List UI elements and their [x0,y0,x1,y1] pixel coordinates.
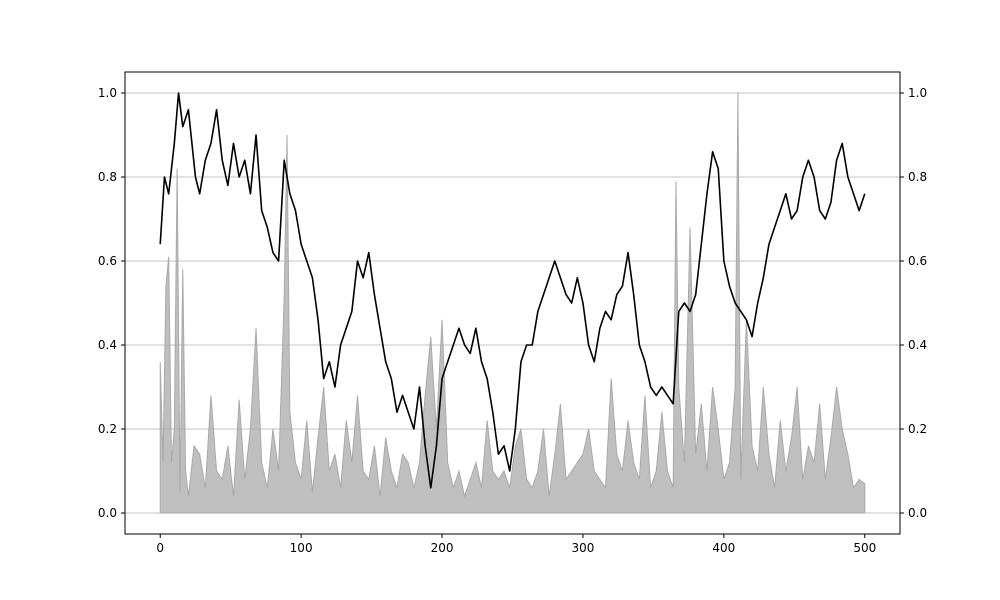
x-tick-label-5: 500 [853,541,876,555]
y-left-tick-label-3: 0.6 [98,254,117,268]
y-right-tick-label-3: 0.6 [908,254,927,268]
line-series-0 [159,92,866,489]
plot-frame [124,71,901,535]
x-axis-ticks: 0 100 200 300 400 500 [156,534,876,555]
area-series-1 [159,92,866,514]
y-left-tick-label-5: 1.0 [98,86,117,100]
y-axis-left-ticks: 0.0 0.2 0.4 0.6 0.8 1.0 [98,86,125,520]
x-tick-label-1: 100 [290,541,313,555]
y-right-tick-label-2: 0.4 [908,338,927,352]
y-right-tick-label-0: 0.0 [908,506,927,520]
x-tick-label-3: 300 [572,541,595,555]
y-left-tick-label-1: 0.2 [98,422,117,436]
y-right-tick-label-5: 1.0 [908,86,927,100]
y-left-tick-label-2: 0.4 [98,338,117,352]
y-right-tick-label-1: 0.2 [908,422,927,436]
y-left-tick-label-4: 0.8 [98,170,117,184]
x-tick-label-2: 200 [431,541,454,555]
y-right-tick-label-4: 0.8 [908,170,927,184]
y-axis-right-ticks: 0.0 0.2 0.4 0.6 0.8 1.0 [900,86,927,520]
line-series-layer [159,92,866,489]
x-tick-label-4: 400 [712,541,735,555]
x-tick-label-0: 0 [156,541,164,555]
y-left-tick-label-0: 0.0 [98,506,117,520]
area-series-layer [159,92,866,514]
